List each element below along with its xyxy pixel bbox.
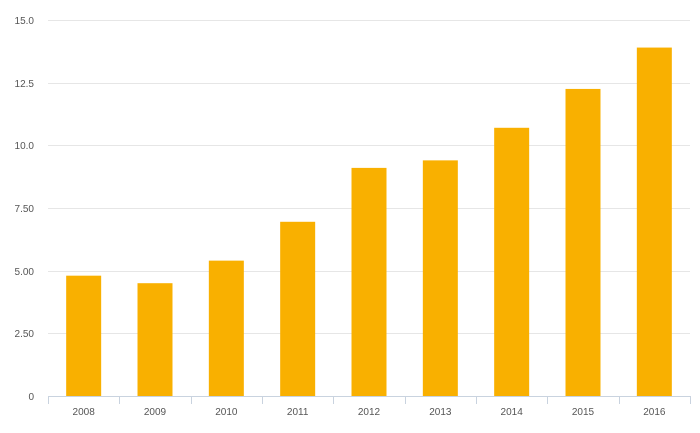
x-tick-label: 2009 (144, 407, 167, 418)
y-tick-label: 7.50 (15, 204, 35, 215)
x-tick-label: 2008 (73, 407, 96, 418)
x-axis-ticks: 2008 2009 2010 2011 2012 2013 2014 2015 2016 (73, 407, 666, 418)
bar-2014[interactable] (494, 127, 530, 396)
x-tick-label: 2014 (501, 407, 524, 418)
bar-2015[interactable] (565, 88, 601, 397)
bar-2012[interactable] (351, 167, 387, 396)
x-tick-label: 2016 (643, 407, 666, 418)
y-tick-label: 2.50 (15, 329, 35, 340)
bar-2016[interactable] (636, 47, 672, 396)
bar-2009[interactable] (137, 283, 173, 396)
y-tick-label: 5.00 (15, 267, 35, 278)
x-tick-label: 2012 (358, 407, 381, 418)
y-tick-label: 10.0 (15, 141, 35, 152)
bar-2011[interactable] (280, 221, 316, 396)
x-axis (48, 396, 691, 404)
bar-series (66, 47, 672, 397)
y-tick-label: 0 (28, 392, 34, 403)
x-tick-label: 2015 (572, 407, 595, 418)
y-tick-label: 12.5 (15, 79, 35, 90)
x-tick-label: 2013 (429, 407, 452, 418)
y-tick-label: 15.0 (15, 16, 35, 27)
x-tick-label: 2010 (215, 407, 238, 418)
bar-2008[interactable] (66, 275, 102, 396)
y-axis-ticks: 0 2.50 5.00 7.50 10.0 12.5 15.0 (15, 16, 35, 403)
bar-2010[interactable] (208, 260, 244, 396)
x-tick-label: 2011 (287, 407, 309, 418)
bar-2013[interactable] (422, 160, 458, 396)
